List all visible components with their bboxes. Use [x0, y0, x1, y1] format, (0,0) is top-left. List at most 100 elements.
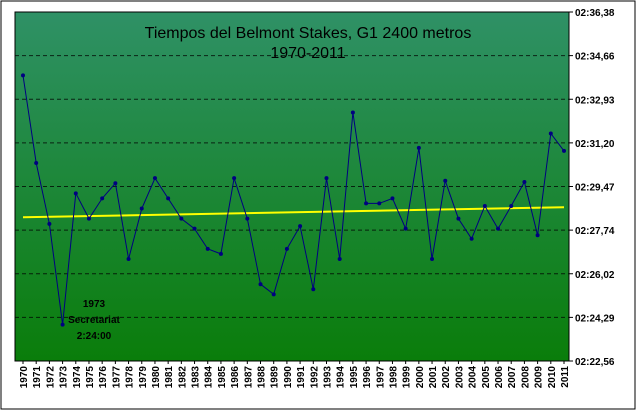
data-point	[100, 196, 105, 201]
y-tick-label: 02:32,93	[575, 95, 615, 106]
x-tick-label: 1980	[151, 366, 162, 389]
data-point	[271, 292, 276, 297]
x-tick-label: 1978	[125, 366, 136, 389]
data-point	[522, 179, 527, 184]
x-tick-label: 1995	[349, 366, 360, 389]
data-point	[245, 216, 250, 221]
x-tick-label: 1986	[230, 366, 241, 389]
data-point	[139, 206, 144, 211]
data-point	[60, 322, 65, 327]
y-tick-label: 02:24,29	[575, 313, 615, 324]
data-point	[456, 216, 461, 221]
data-point	[47, 221, 52, 226]
x-tick-label: 1991	[296, 366, 307, 389]
data-point	[21, 73, 25, 78]
data-points	[21, 73, 566, 327]
x-tick-label: 1999	[402, 366, 413, 389]
x-tick-label: 1970	[19, 366, 30, 389]
y-tick-label: 02:27,74	[575, 226, 615, 237]
x-axis-ticks: 1970 1971 1972 1973 1974 1975 1976 1977 1978 1979…	[19, 361, 571, 388]
x-tick-label: 1989	[270, 366, 281, 389]
x-tick-label: 1983	[191, 366, 202, 389]
data-point	[179, 216, 184, 221]
data-point	[562, 148, 566, 153]
annotation-year: 1973	[83, 299, 106, 310]
data-point	[377, 201, 382, 206]
x-tick-label: 1972	[45, 366, 56, 389]
data-point	[218, 251, 223, 256]
x-tick-label: 1988	[257, 366, 268, 389]
series-line	[22, 75, 565, 325]
data-point	[298, 224, 303, 229]
x-tick-label: 2001	[428, 366, 439, 389]
x-tick-label: 2002	[441, 366, 452, 389]
y-tick-label: 02:34,66	[575, 52, 615, 63]
data-point	[166, 196, 171, 201]
x-tick-label: 2008	[520, 366, 531, 389]
data-point	[496, 226, 501, 231]
x-tick-label: 1977	[111, 366, 122, 389]
data-point	[469, 236, 474, 241]
data-point	[430, 256, 435, 261]
x-tick-label: 1993	[322, 366, 333, 389]
data-point	[443, 178, 448, 183]
x-tick-label: 1987	[243, 366, 254, 389]
x-tick-label: 2003	[454, 366, 465, 389]
data-point	[284, 246, 289, 251]
trend-line-segment	[22, 206, 565, 219]
y-tick-label: 02:22,56	[575, 357, 615, 368]
data-point	[535, 233, 540, 238]
trend-line	[22, 206, 565, 219]
x-tick-label: 1981	[164, 366, 175, 389]
x-tick-label: 1976	[98, 366, 109, 389]
y-tick-label: 02:36,38	[575, 8, 615, 19]
data-point	[152, 176, 157, 181]
data-point	[548, 131, 553, 136]
gridlines	[15, 55, 569, 318]
data-point	[113, 181, 118, 186]
x-tick-label: 1982	[177, 366, 188, 389]
data-point	[258, 282, 263, 287]
x-tick-label: 1971	[32, 366, 43, 389]
x-tick-label: 2011	[560, 366, 571, 388]
chart-subtitle: 1970-2011	[270, 45, 345, 62]
y-axis-ticks: 02:22,56 02:24,29 02:26,02 02:27,74 02:29,47…	[569, 8, 615, 368]
annotation-horse: Secretariat	[68, 315, 120, 326]
x-tick-label: 2010	[547, 366, 558, 389]
chart-title: Tiempos del Belmont Stakes, G1 2400 metr…	[145, 25, 472, 42]
x-tick-label: 1997	[375, 366, 386, 389]
y-tick-label: 02:26,02	[575, 270, 615, 281]
data-point	[192, 226, 197, 231]
data-point	[34, 161, 39, 166]
data-point	[403, 226, 408, 231]
data-point	[509, 203, 514, 208]
data-point	[337, 256, 342, 261]
data-point	[482, 203, 487, 208]
x-tick-label: 2004	[468, 366, 479, 389]
data-point	[73, 191, 78, 196]
x-tick-label: 2009	[534, 366, 545, 389]
x-tick-label: 1985	[217, 366, 228, 389]
x-tick-label: 1975	[85, 366, 96, 389]
x-tick-label: 1998	[388, 366, 399, 389]
annotation-time: 2:24:00	[77, 331, 112, 342]
data-point	[126, 256, 131, 261]
x-tick-label: 2006	[494, 366, 505, 389]
y-tick-label: 02:29,47	[575, 183, 615, 194]
x-tick-label: 1996	[362, 366, 373, 389]
series-polyline	[22, 75, 565, 325]
x-tick-label: 2005	[481, 366, 492, 389]
data-point	[390, 196, 395, 201]
y-tick-label: 02:31,20	[575, 139, 615, 150]
data-point	[324, 176, 329, 181]
data-point	[311, 287, 316, 292]
data-point	[205, 246, 210, 251]
data-point	[232, 176, 237, 181]
data-point	[86, 216, 91, 221]
x-tick-label: 1974	[72, 366, 83, 389]
x-tick-label: 1992	[309, 366, 320, 389]
x-tick-label: 1984	[204, 366, 215, 389]
data-point	[364, 201, 369, 206]
